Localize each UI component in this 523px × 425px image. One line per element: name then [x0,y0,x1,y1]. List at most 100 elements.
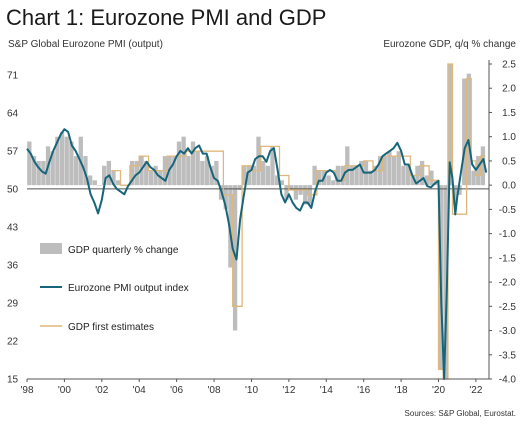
right-tick-labels: -4.0 -3.5 -3.0 -2.5 -2.0 -1.5 -1.0 -0.5 0.0 0.5 1.… [489,60,516,386]
left-tick-label: 43 [7,222,19,233]
gdp-bar [419,160,425,186]
x-tick-label: '04 [133,385,146,396]
right-tick-label: -1.5 [499,253,517,264]
gdp-bar [349,165,355,186]
gdp-bar [246,165,252,186]
gdp-bar [27,141,32,186]
right-tick-label: 1.0 [502,132,516,143]
gdp-bar [471,170,476,186]
gdp-bar [92,180,97,186]
gdp-bar [148,170,154,186]
gdp-bar [237,185,242,190]
gdp-bar [289,185,294,190]
x-tick-label: '08 [207,385,220,396]
gdp-bar [116,180,121,186]
gdp-bar [476,156,481,186]
gdp-bar [73,156,79,186]
gdp-bar [64,136,69,186]
gdp-bar [462,78,467,186]
x-tick-label: '18 [395,385,408,396]
gdp-bar [387,151,392,186]
left-tick-label: 64 [7,108,19,119]
gdp-bar [256,136,261,186]
gdp-bar [204,156,210,186]
source-note: Sources: S&P Global, Eurostat. [405,409,516,418]
gdp-bar [223,185,228,210]
x-tick-labels: '98 '00 '02 '04 '06 '08 '10 '12 '14 '16 '18 '20 '22 [20,379,483,396]
gdp-bar [31,156,37,186]
right-tick-label: 0.0 [502,181,516,192]
gdp-bar [181,136,186,186]
gdp-bar [448,64,453,186]
gdp-bar [457,185,462,195]
gdp-bar [214,160,219,186]
gdp-bar [303,185,308,205]
x-tick-label: '02 [95,385,108,396]
gdp-bar [176,141,182,186]
gdp-bar [228,185,233,268]
gdp-bar [443,185,448,379]
gdp-bar [373,165,378,186]
legend-label-gdp: GDP quarterly % change [68,245,179,256]
x-tick-label: '00 [58,385,71,396]
gdp-bar [279,180,284,186]
gdp-bar [251,165,256,186]
x-tick-label: '12 [282,385,295,396]
gdp-bar [480,146,486,186]
right-tick-label: -1.0 [499,229,517,240]
right-tick-label: 0.5 [502,156,516,167]
pmi-series [26,128,488,380]
x-tick-label: '16 [357,385,370,396]
left-tick-label: 36 [7,260,19,271]
x-tick-label: '20 [432,385,445,396]
left-tick-label: 50 [7,184,19,195]
gdp-bar [55,136,60,186]
gdp-bar [382,156,387,186]
gdp-bar [354,165,359,186]
gdp-bar [410,175,415,186]
right-tick-label: 2.5 [502,60,516,71]
gdp-bar [260,160,266,186]
x-tick-label: '14 [320,385,333,396]
gdp-bar [200,160,205,186]
gdp-bar [335,165,341,186]
left-axis-label: S&P Global Eurozone PMI (output) [8,39,163,50]
gdp-bar [83,156,88,186]
gdp-bar [265,165,270,186]
gdp-bar [424,175,429,186]
pmi-line [26,128,488,380]
gdp-bar [209,165,214,186]
gdp-bar [270,146,275,186]
x-tick-label: '98 [20,385,33,396]
gdp-bar [186,156,191,186]
gdp-bar [452,185,458,205]
gdp-bar [396,151,401,186]
gdp-bar [293,185,299,200]
gdp-bar [317,170,322,186]
gdp-bar [429,170,434,186]
gdp-bar [368,170,373,186]
left-tick-label: 22 [7,337,19,348]
gdp-bar [405,165,411,186]
gdp-bar [69,141,74,186]
right-tick-label: -0.5 [499,205,517,216]
right-tick-label: 2.0 [502,84,516,95]
gdp-bar [284,185,289,200]
x-tick-label: '10 [245,385,258,396]
gdp-bar [391,156,397,186]
left-tick-label: 15 [7,375,19,386]
legend-label-first: GDP first estimates [68,322,154,333]
gdp-bar [190,141,196,186]
plot-area [26,63,489,380]
left-tick-label: 29 [7,299,19,310]
gdp-bar [59,131,65,186]
gdp-bar [153,165,158,186]
gdp-bar [106,160,111,186]
gdp-bar [36,160,41,186]
gdp-bar [195,151,200,186]
legend: GDP quarterly % change Eurozone PMI outp… [40,243,189,333]
left-tick-label: 57 [7,146,19,157]
right-tick-label: -2.5 [499,302,517,313]
right-tick-label: 1.5 [502,108,516,119]
